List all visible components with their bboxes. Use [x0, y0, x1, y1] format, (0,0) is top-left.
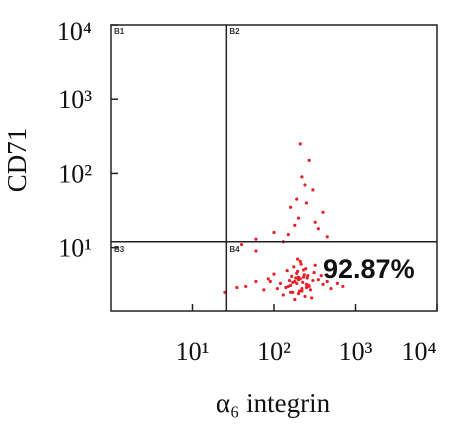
- point: [310, 296, 314, 300]
- y-tick-label: 10¹: [58, 234, 92, 263]
- quadrant-label: B3: [114, 245, 125, 254]
- point: [287, 278, 292, 283]
- point: [306, 283, 311, 287]
- x-tick-label: 10⁴: [401, 337, 436, 366]
- point: [295, 281, 299, 285]
- point: [311, 278, 315, 283]
- point: [319, 273, 323, 278]
- point: [341, 284, 345, 289]
- point: [262, 288, 266, 292]
- point: [305, 276, 309, 280]
- point: [296, 257, 300, 261]
- point: [296, 269, 300, 273]
- point: [313, 220, 317, 224]
- annotation: 92.87%: [323, 254, 415, 284]
- point: [304, 267, 308, 271]
- point: [268, 279, 272, 284]
- quadrant-label: B1: [114, 27, 125, 36]
- point: [313, 263, 317, 267]
- point: [298, 142, 302, 146]
- point: [300, 175, 304, 179]
- point: [301, 275, 306, 279]
- point: [291, 280, 295, 285]
- point: [308, 288, 313, 292]
- point: [286, 232, 290, 237]
- point: [293, 297, 297, 302]
- point: [301, 280, 305, 285]
- point: [321, 210, 325, 214]
- point: [304, 201, 309, 205]
- point: [254, 279, 258, 284]
- point: [289, 290, 293, 294]
- point: [300, 289, 304, 293]
- point: [296, 278, 301, 282]
- point: [316, 278, 320, 282]
- point: [289, 283, 293, 287]
- point: [239, 242, 244, 247]
- point: [235, 285, 239, 290]
- quadrant-label: B4: [229, 245, 240, 254]
- point: [254, 249, 258, 253]
- point: [304, 285, 309, 290]
- point: [296, 216, 301, 220]
- point: [316, 227, 320, 231]
- point: [272, 272, 276, 276]
- point: [335, 281, 340, 285]
- point: [307, 158, 311, 162]
- point: [297, 289, 302, 293]
- y-tick-label: 10⁴: [57, 17, 92, 46]
- point: [295, 197, 299, 201]
- point: [244, 284, 248, 289]
- point: [312, 271, 316, 275]
- point: [278, 281, 283, 285]
- point: [303, 183, 307, 187]
- point: [272, 230, 276, 235]
- point: [298, 259, 302, 264]
- point: [300, 287, 304, 291]
- point: [289, 205, 293, 209]
- point: [284, 285, 288, 290]
- point: [266, 277, 270, 281]
- point: [292, 265, 296, 269]
- x-tick-label: 10¹: [176, 337, 210, 366]
- point: [311, 188, 315, 192]
- point: [293, 223, 297, 227]
- point: [275, 287, 279, 291]
- y-axis-label: CD71: [2, 128, 32, 193]
- point: [299, 262, 303, 266]
- point: [290, 274, 294, 278]
- x-axis-label: α₆ integrin: [216, 388, 331, 418]
- point: [296, 292, 301, 296]
- point: [254, 237, 258, 241]
- point: [294, 276, 298, 280]
- x-tick-label: 10³: [339, 337, 373, 366]
- point: [321, 282, 325, 286]
- y-tick-label: 10²: [58, 159, 92, 188]
- quadrant-label: B2: [229, 27, 240, 36]
- x-tick-label: 10²: [257, 337, 291, 366]
- point: [281, 293, 285, 297]
- point: [325, 279, 329, 284]
- y-tick-label: 10³: [58, 85, 92, 114]
- point: [303, 294, 307, 299]
- point: [325, 235, 329, 239]
- point: [285, 269, 289, 273]
- point: [329, 287, 333, 291]
